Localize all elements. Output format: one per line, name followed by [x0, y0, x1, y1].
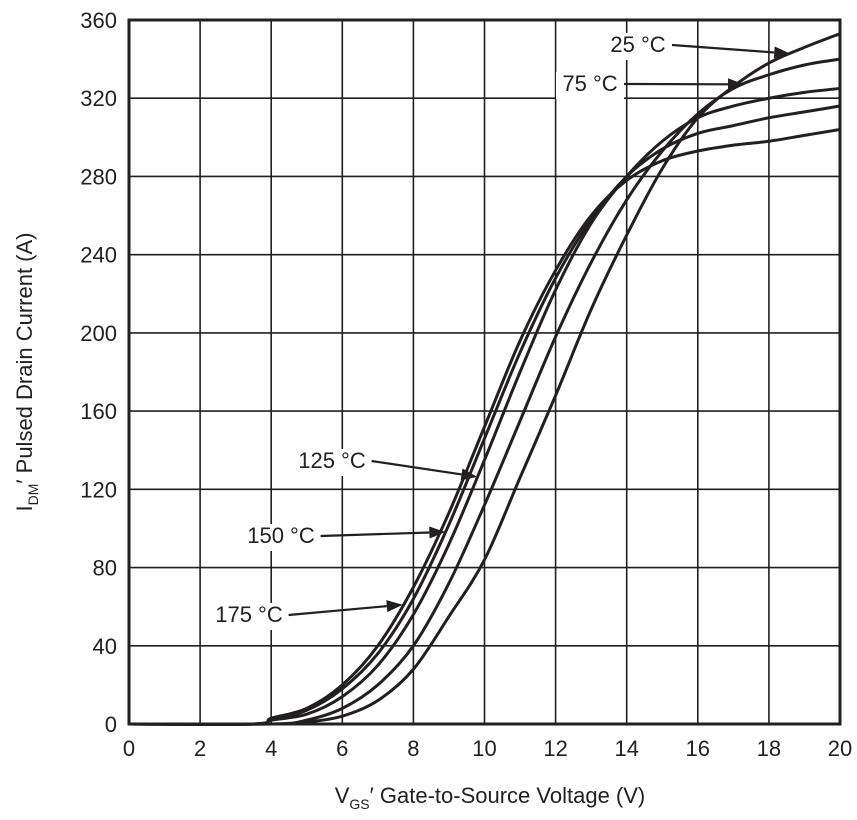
y-tick-label: 160 — [80, 399, 117, 424]
y-tick-label: 240 — [80, 243, 117, 268]
series-line-175c — [127, 128, 842, 726]
annotation-label-background — [241, 524, 321, 551]
annotation-label-background — [556, 72, 624, 99]
annotation-label: 125 °C — [298, 448, 366, 473]
y-tick-label: 0 — [105, 712, 117, 737]
annotation-arrow-head — [727, 78, 745, 91]
annotation-label: 25 °C — [610, 32, 665, 57]
y-axis-label: IDM′ Pulsed Drain Current (A) — [12, 232, 41, 511]
x-tick-label: 16 — [686, 736, 710, 761]
annotation-label: 150 °C — [247, 523, 315, 548]
annotation-arrow-head — [773, 46, 791, 59]
annotation-label: 175 °C — [215, 602, 283, 627]
annotation-arrow-shaft — [288, 605, 387, 617]
x-tick-label: 2 — [194, 736, 206, 761]
y-tick-label: 360 — [80, 8, 117, 33]
series-lines — [127, 32, 842, 726]
annotation-label-background — [604, 33, 672, 60]
y-axis-label-subscript: DM — [25, 484, 41, 506]
y-tick-label: 200 — [80, 321, 117, 346]
annotation-arrow-shaft — [371, 459, 462, 476]
series-line-125c — [127, 86, 842, 726]
series-line-150c — [127, 104, 842, 726]
x-axis-label-rest: ′ Gate-to-Source Voltage (V) — [370, 783, 646, 808]
y-axis-label-main: I — [12, 505, 37, 511]
x-tick-label: 14 — [614, 736, 638, 761]
x-tick-label: 4 — [265, 736, 277, 761]
annotation-label-background — [209, 603, 289, 630]
x-tick-label: 0 — [123, 736, 135, 761]
y-tick-label: 280 — [80, 164, 117, 189]
x-axis-label-subscript: GS — [349, 796, 369, 812]
tick-labels: 0 2 4 6 8 10 12 14 16 18 2004080120160200240280320… — [80, 8, 852, 761]
annotation-arrow-shaft — [320, 531, 430, 538]
x-tick-label: 6 — [336, 736, 348, 761]
y-tick-label: 40 — [93, 634, 117, 659]
plot-frame — [127, 18, 842, 726]
x-tick-label: 20 — [828, 736, 852, 761]
annotation-label: 75 °C — [562, 71, 617, 96]
grid — [129, 20, 840, 724]
y-axis-label-rest: ′ Pulsed Drain Current (A) — [12, 232, 37, 483]
x-axis-label: VGS′ Gate-to-Source Voltage (V) — [335, 783, 646, 812]
y-tick-label: 80 — [93, 556, 117, 581]
y-tick-label: 120 — [80, 477, 117, 502]
x-tick-label: 12 — [543, 736, 567, 761]
x-tick-label: 8 — [407, 736, 419, 761]
annotations: 25 °C 75 °C 125 °C 150 °C 175 °C — [209, 32, 791, 630]
x-tick-label: 10 — [472, 736, 496, 761]
annotation-arrow-head — [429, 526, 446, 539]
x-tick-label: 18 — [757, 736, 781, 761]
annotation-arrow-head — [386, 600, 403, 613]
y-tick-label: 320 — [80, 86, 117, 111]
series-line-75c — [127, 57, 842, 726]
annotation-arrow-head — [460, 468, 478, 481]
annotation-arrow-shaft — [671, 43, 775, 54]
annotation-label-background — [292, 449, 372, 476]
x-axis-label-main: V — [335, 783, 350, 808]
